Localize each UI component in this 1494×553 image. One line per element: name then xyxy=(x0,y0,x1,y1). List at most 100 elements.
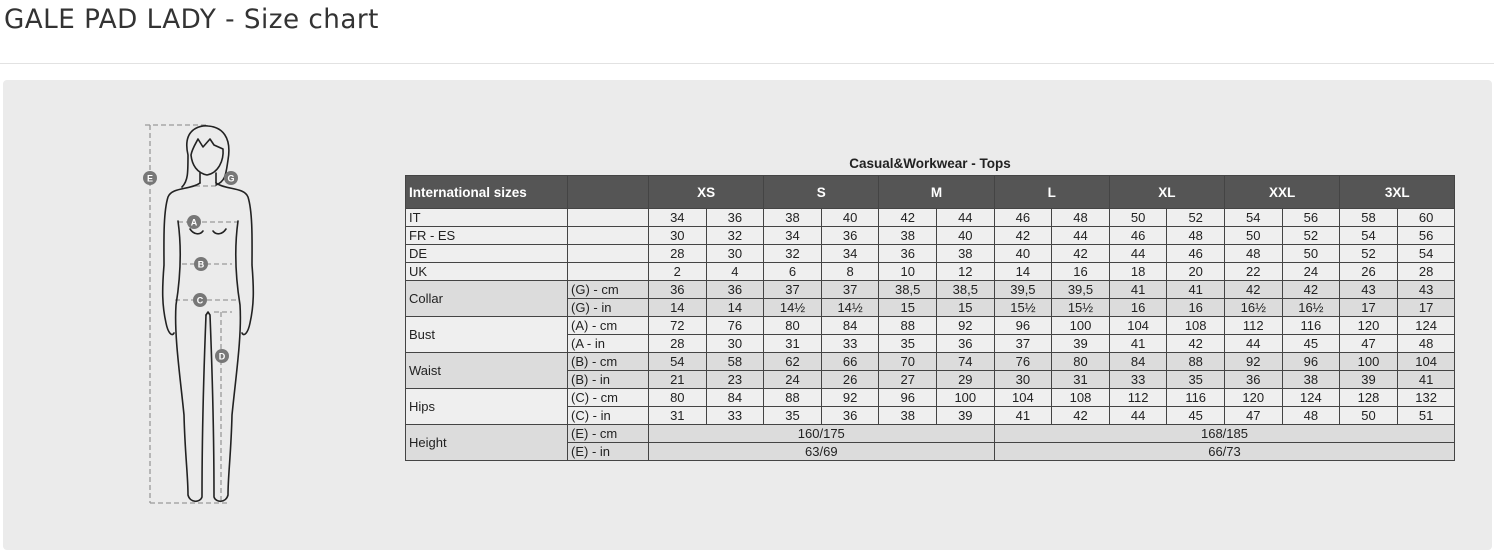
unit-cell: (A - in xyxy=(567,334,649,353)
body-measurement-figure: E G A B C D xyxy=(143,124,255,504)
table-row: Bust (A) - cm 72 76 80 84 88 92 96 100 104 108 112 11… xyxy=(405,316,1456,353)
value-cell: 36 xyxy=(705,280,765,299)
value-cell: 14 xyxy=(648,298,707,317)
value-cell: 29 xyxy=(936,370,995,389)
unit-cell: (C) - in xyxy=(567,406,649,425)
value-cell: 100 xyxy=(936,388,995,407)
table-row: FR - ES 30 32 34 36 38 40 42 44 46 48 50 52 54 56 xyxy=(405,226,1456,245)
value-cell: 26 xyxy=(1339,262,1398,281)
value-cell: 76 xyxy=(705,316,765,335)
svg-text:C: C xyxy=(197,296,204,306)
value-cell: 48 xyxy=(1223,244,1283,263)
value-cell: 50 xyxy=(1281,244,1341,263)
height-guide-line xyxy=(145,124,230,504)
value-cell: 38 xyxy=(936,244,995,263)
value-cell: 92 xyxy=(1223,352,1283,371)
value-cell: 132 xyxy=(1396,388,1456,407)
value-cell: 15½ xyxy=(993,298,1053,317)
size-header-s: S xyxy=(763,175,880,209)
unit-cell: (E) - cm xyxy=(567,424,649,443)
marker-a-icon: A xyxy=(187,215,201,229)
size-header-l: L xyxy=(993,175,1110,209)
value-cell: 84 xyxy=(705,388,765,407)
value-cell: 23 xyxy=(705,370,765,389)
value-cell: 24 xyxy=(1281,262,1341,281)
value-cell: 80 xyxy=(648,388,707,407)
value-cell: 39 xyxy=(1051,334,1110,353)
value-cell: 56 xyxy=(1281,208,1341,227)
value-cell: 14 xyxy=(993,262,1053,281)
value-cell: 96 xyxy=(993,316,1053,335)
value-cell: 37 xyxy=(763,280,822,299)
value-cell: 54 xyxy=(1339,226,1398,245)
value-cell: 4 xyxy=(705,262,765,281)
value-cell: 46 xyxy=(993,208,1053,227)
value-cell: 52 xyxy=(1166,208,1225,227)
value-cell: 42 xyxy=(1281,280,1341,299)
table-row: Collar (G) - cm 36 36 37 37 38,5 38,5 39,5 39,5 41… xyxy=(405,280,1456,317)
unit-cell: (G) - cm xyxy=(567,280,649,299)
value-cell: 63/69 xyxy=(648,442,995,461)
table-row: (C) - in 31 33 35 36 38 39 41 42 44 45 47 48 50 51 xyxy=(406,406,1456,425)
value-cell: 39 xyxy=(936,406,995,425)
marker-c-icon: C xyxy=(193,293,207,307)
value-cell: 31 xyxy=(648,406,707,425)
international-sizes-header: International sizes xyxy=(405,175,568,209)
value-cell: 104 xyxy=(993,388,1053,407)
value-cell: 30 xyxy=(648,226,707,245)
value-cell: 39,5 xyxy=(1051,280,1110,299)
value-cell: 44 xyxy=(1223,334,1283,353)
value-cell: 14½ xyxy=(820,298,880,317)
value-cell: 160/175 xyxy=(648,424,995,443)
value-cell: 15½ xyxy=(1051,298,1110,317)
value-cell: 54 xyxy=(1396,244,1456,263)
value-cell: 15 xyxy=(878,298,937,317)
value-cell: 36 xyxy=(820,226,880,245)
value-cell: 15 xyxy=(936,298,995,317)
table-row: (G) - in 14 14 14½ 14½ 15 15 15½ 15½ 16 16 16½ 16½ 17… xyxy=(406,298,1456,317)
table-row: UK 2 4 6 8 10 12 14 16 18 20 22 24 26 28 xyxy=(405,262,1456,281)
unit-cell: (G) - in xyxy=(567,298,649,317)
value-cell: 30 xyxy=(705,334,765,353)
value-cell: 35 xyxy=(763,406,822,425)
value-cell: 43 xyxy=(1339,280,1398,299)
inseam-guide-line xyxy=(214,311,232,503)
svg-text:B: B xyxy=(198,260,205,270)
unit-cell xyxy=(567,208,649,227)
value-cell: 88 xyxy=(878,316,937,335)
value-cell: 8 xyxy=(820,262,880,281)
value-cell: 60 xyxy=(1396,208,1456,227)
value-cell: 33 xyxy=(820,334,880,353)
value-cell: 39,5 xyxy=(993,280,1053,299)
value-cell: 36 xyxy=(705,208,765,227)
value-cell: 120 xyxy=(1223,388,1283,407)
value-cell: 88 xyxy=(763,388,822,407)
value-cell: 112 xyxy=(1108,388,1168,407)
value-cell: 6 xyxy=(763,262,822,281)
value-cell: 16 xyxy=(1051,262,1110,281)
value-cell: 32 xyxy=(763,244,822,263)
value-cell: 35 xyxy=(878,334,937,353)
svg-text:D: D xyxy=(219,352,226,362)
value-cell: 30 xyxy=(705,244,765,263)
value-cell: 21 xyxy=(648,370,707,389)
table-row: (B) - in 21 23 24 26 27 29 30 31 33 35 36 38 39 41 xyxy=(406,370,1456,389)
value-cell: 48 xyxy=(1051,208,1110,227)
value-cell: 12 xyxy=(936,262,995,281)
value-cell: 72 xyxy=(648,316,707,335)
row-label: Waist xyxy=(405,352,568,389)
value-cell: 36 xyxy=(878,244,937,263)
svg-text:G: G xyxy=(227,174,234,184)
value-cell: 2 xyxy=(648,262,707,281)
svg-text:A: A xyxy=(191,218,198,228)
value-cell: 116 xyxy=(1281,316,1341,335)
value-cell: 36 xyxy=(820,406,880,425)
value-cell: 41 xyxy=(1108,334,1168,353)
value-cell: 42 xyxy=(878,208,937,227)
value-cell: 104 xyxy=(1108,316,1168,335)
value-cell: 16½ xyxy=(1223,298,1283,317)
value-cell: 28 xyxy=(648,334,707,353)
value-cell: 40 xyxy=(936,226,995,245)
row-label: DE xyxy=(405,244,568,263)
value-cell: 112 xyxy=(1223,316,1283,335)
